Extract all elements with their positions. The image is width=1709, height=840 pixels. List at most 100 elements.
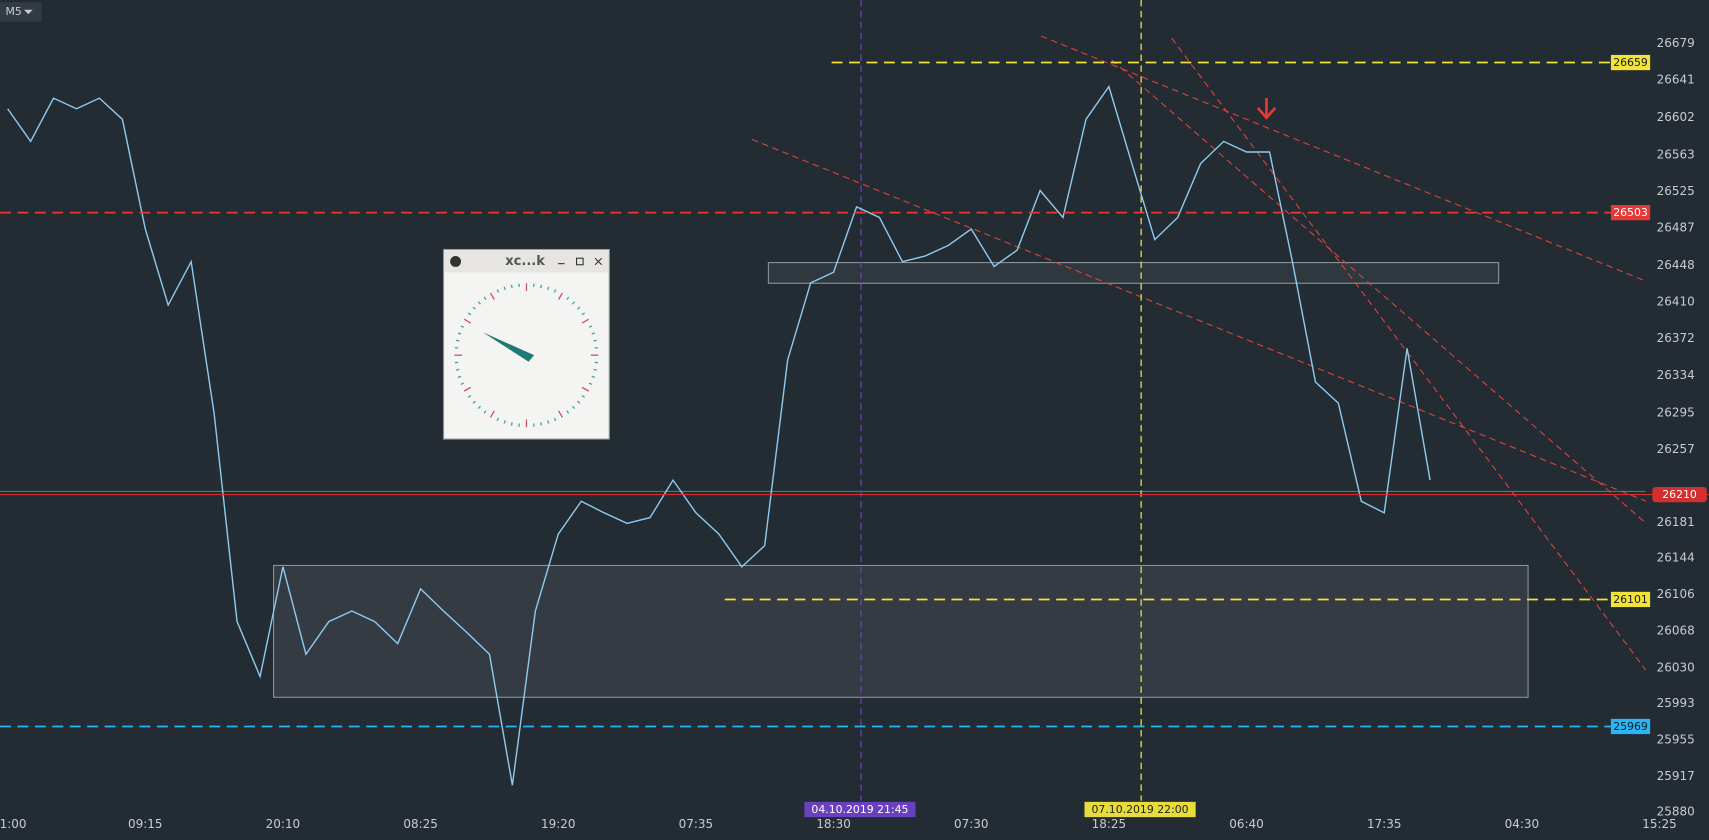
clock-tick — [472, 306, 476, 310]
price-tick-label: 25955 — [1657, 732, 1695, 746]
window-icon — [450, 256, 462, 267]
trendline — [1111, 59, 1647, 524]
clock-tick — [558, 292, 563, 300]
clock-tick — [463, 318, 472, 324]
clock-tick — [477, 301, 481, 305]
clock-tick — [472, 400, 476, 404]
clock-tick — [553, 289, 557, 293]
zone — [767, 262, 1500, 284]
price-level-label: 26503 — [1613, 206, 1648, 219]
clock-tick — [581, 312, 586, 316]
clock-tick — [510, 422, 513, 426]
price-tick-label: 26525 — [1657, 184, 1695, 198]
price-tick-label: 26410 — [1657, 295, 1695, 309]
price-level-label-box — [1652, 486, 1707, 503]
dropdown-icon — [23, 9, 33, 15]
price-tick-label: 26295 — [1657, 405, 1695, 419]
price-tick-label: 26106 — [1657, 587, 1695, 601]
price-level-label: 26659 — [1613, 56, 1648, 69]
time-tick-label: 04:30 — [1505, 817, 1540, 831]
close-button[interactable] — [594, 257, 603, 266]
price-level-label-box — [1610, 205, 1651, 221]
time-tick-label: 19:20 — [541, 817, 576, 831]
price-tick-label: 25993 — [1657, 696, 1695, 710]
clock-tick — [455, 339, 460, 342]
clock-tick — [503, 420, 506, 424]
clock-tick — [581, 386, 590, 392]
price-tick-label: 26448 — [1657, 258, 1695, 272]
price-tick-label: 26602 — [1657, 110, 1695, 124]
price-tick-label: 26563 — [1657, 147, 1695, 161]
price-tick-label: 26334 — [1657, 368, 1695, 382]
clock-tick — [577, 306, 581, 310]
clock-tick — [510, 284, 513, 289]
clock-tick — [591, 332, 596, 335]
clock-tick — [593, 368, 597, 371]
clock-tick — [483, 410, 487, 414]
clock-tick — [540, 422, 543, 426]
price-tick-label: 25917 — [1657, 769, 1695, 783]
clock-tick — [558, 410, 563, 418]
price-tick-label: 26030 — [1657, 660, 1695, 674]
window-title: xc...k — [505, 254, 545, 269]
clock-hand — [482, 332, 535, 362]
time-tick-label: 18:25 — [1092, 817, 1127, 831]
clock-tick — [467, 312, 472, 316]
clock-tick — [588, 382, 593, 386]
price-tick-label: 26641 — [1657, 72, 1695, 86]
clock-tick — [483, 296, 487, 301]
clock-tick — [553, 417, 557, 422]
price-tick-label: 26487 — [1657, 221, 1695, 235]
clock-tick — [581, 318, 590, 324]
time-tick-label: 20:10 — [266, 817, 301, 831]
price-tick-label: 26144 — [1657, 551, 1695, 565]
clock-tick — [477, 405, 481, 410]
time-tick-label: 07:35 — [679, 817, 714, 831]
time-tick-label: 08:25 — [403, 817, 438, 831]
clock-tick — [577, 400, 581, 404]
clock-tick — [547, 286, 550, 291]
time-tick-label: 18:30 — [816, 817, 851, 831]
timeframe-label: M5 — [5, 5, 21, 18]
sell-arrow — [1256, 98, 1277, 120]
title-bar — [444, 250, 609, 273]
price-tick-label: 26068 — [1657, 624, 1695, 638]
window-frame — [443, 248, 610, 440]
clock-tick — [566, 296, 570, 301]
clock-tick — [457, 332, 462, 335]
clock-tick — [457, 375, 462, 379]
price-line — [7, 85, 1431, 786]
clock-tick — [593, 339, 597, 342]
price-tick-label: 26181 — [1657, 515, 1695, 529]
price-level-label-box — [1610, 54, 1651, 71]
marker-label-box — [1084, 801, 1196, 818]
price-level-label: 26210 — [1662, 488, 1697, 501]
time-tick-label: 1:00 — [0, 817, 27, 831]
clock-tick — [489, 410, 495, 418]
clock-tick — [566, 410, 570, 414]
trendline — [751, 138, 1646, 502]
price-tick-label: 26257 — [1657, 442, 1695, 456]
clock-tick — [547, 420, 550, 424]
clock-tick — [460, 325, 464, 328]
clock-tick — [467, 394, 472, 398]
time-tick-label: 17:35 — [1367, 817, 1402, 831]
clock-tick — [489, 292, 495, 300]
marker-label: 04.10.2019 21:45 — [811, 803, 908, 816]
price-level-label: 26101 — [1613, 593, 1648, 606]
clock-tick — [463, 386, 472, 392]
time-tick-label: 07:30 — [954, 817, 989, 831]
maximize-button[interactable] — [576, 257, 584, 266]
price-level-label-box — [1610, 591, 1651, 608]
clock-tick — [496, 289, 500, 293]
clock-tick — [588, 325, 593, 328]
price-tick-label: 25880 — [1657, 805, 1695, 819]
time-tick-label: 06:40 — [1229, 817, 1264, 831]
clock-tick — [540, 284, 543, 289]
timeframe-button[interactable] — [0, 2, 42, 22]
clock-tick — [591, 375, 596, 379]
price-tick-label: 26679 — [1657, 36, 1695, 50]
